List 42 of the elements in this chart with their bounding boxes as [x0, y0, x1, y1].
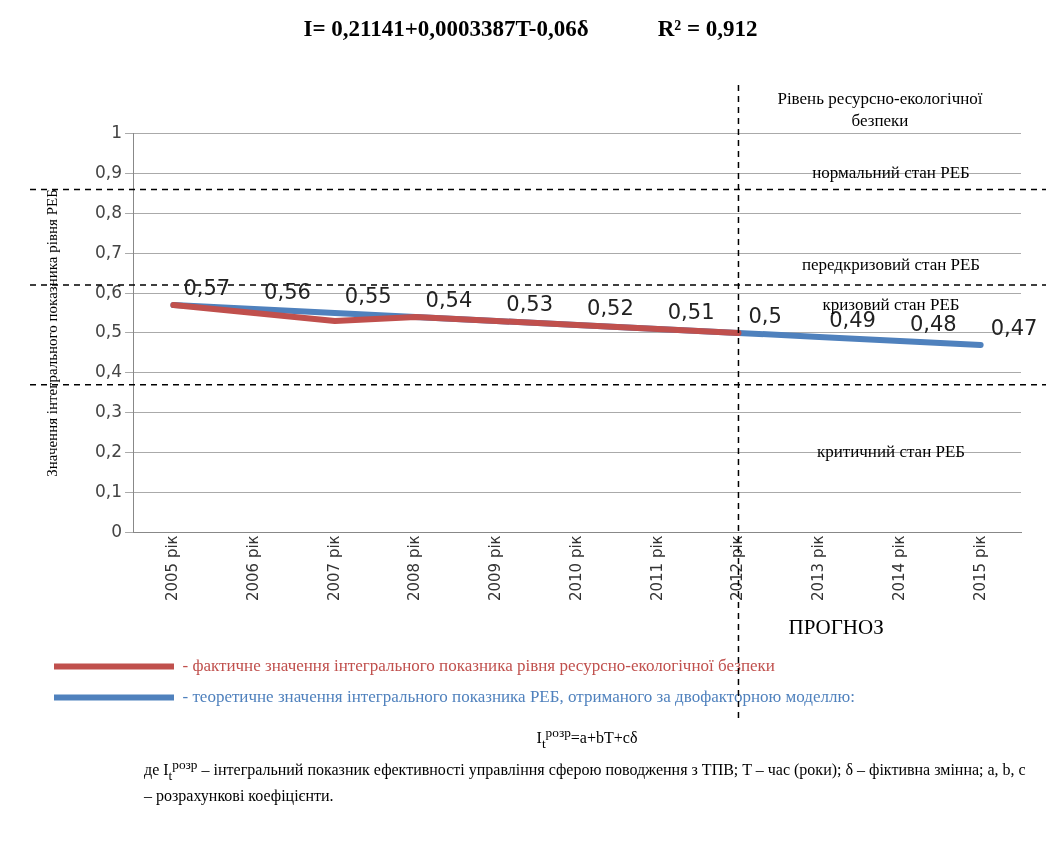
data-label: 0,47 [990, 316, 1038, 341]
data-label: 0,57 [183, 276, 231, 301]
text: I$_{t}$$^{розр}$=a+bT+cδ [535, 724, 639, 753]
y-tick-label: 0,6 [94, 281, 123, 302]
y-tick-label: 0,9 [94, 161, 123, 182]
x-tick-label: 2014 рік [889, 535, 908, 602]
annotation: нормальний стан РЕБ [812, 162, 970, 182]
x-tick-label: 2010 рік [566, 535, 585, 602]
y-tick-label: 0,3 [94, 401, 123, 422]
x-tick-label: 2006 рік [244, 535, 263, 602]
x-tick-label: 2007 рік [324, 535, 343, 602]
chart-title: I= 0,21141+0,0003387T-0,06δ R² = 0,912 [303, 15, 758, 41]
data-label: 0,55 [344, 284, 392, 309]
text: - теоретичне значення інтегрального показника РЕБ, отриманого за двофакторною моделлю: [182, 686, 855, 706]
data-label: 0,5 [748, 304, 782, 329]
x-tick-label: 2008 рік [405, 535, 424, 602]
text: ПРОГНОЗ [788, 614, 884, 639]
text: де I$_{t}$$^{розр}$ – інтегральний показник ефективності управління сферою поводження з ТПВ; T – час (роки); δ – фіктивна змінна; a, b, c – розрахункові коефіцієнти. [144, 755, 1027, 807]
y-tick-label: 0,8 [94, 201, 123, 222]
x-tick-label: 2005 рік [163, 535, 182, 602]
x-tick-label: 2009 рік [486, 535, 505, 602]
y-tick-label: 1 [111, 122, 123, 143]
annotation: передкризовий стан РЕБ [801, 254, 981, 274]
y-tick-label: 0 [111, 520, 123, 541]
y-tick-label: 0,1 [94, 480, 123, 501]
annotation: критичний стан РЕБ [816, 442, 966, 462]
y-tick-label: 0,5 [94, 321, 123, 342]
text: - фактичне значення інтегрального показника рівня ресурсно-екологічної безпеки [182, 655, 775, 675]
y-tick-label: 0,2 [94, 440, 123, 461]
data-label: 0,52 [587, 296, 634, 321]
data-label: 0,53 [506, 292, 554, 317]
text: Рівень ресурсно-екологічної безпеки [776, 88, 984, 132]
y-tick-label: 0,4 [94, 361, 123, 382]
y-tick-label: 0,7 [94, 241, 123, 262]
data-label: 0,56 [264, 280, 311, 305]
data-label: 0,54 [425, 288, 473, 313]
y-axis-title: Значення інтегрального показника рівня РЕБ [43, 189, 60, 477]
data-label: 0,51 [667, 300, 715, 325]
x-tick-label: 2013 рік [809, 535, 828, 602]
data-label: 0,48 [909, 312, 957, 337]
x-tick-label: 2015 рік [970, 535, 989, 602]
x-tick-label: 2011 рік [647, 535, 666, 602]
